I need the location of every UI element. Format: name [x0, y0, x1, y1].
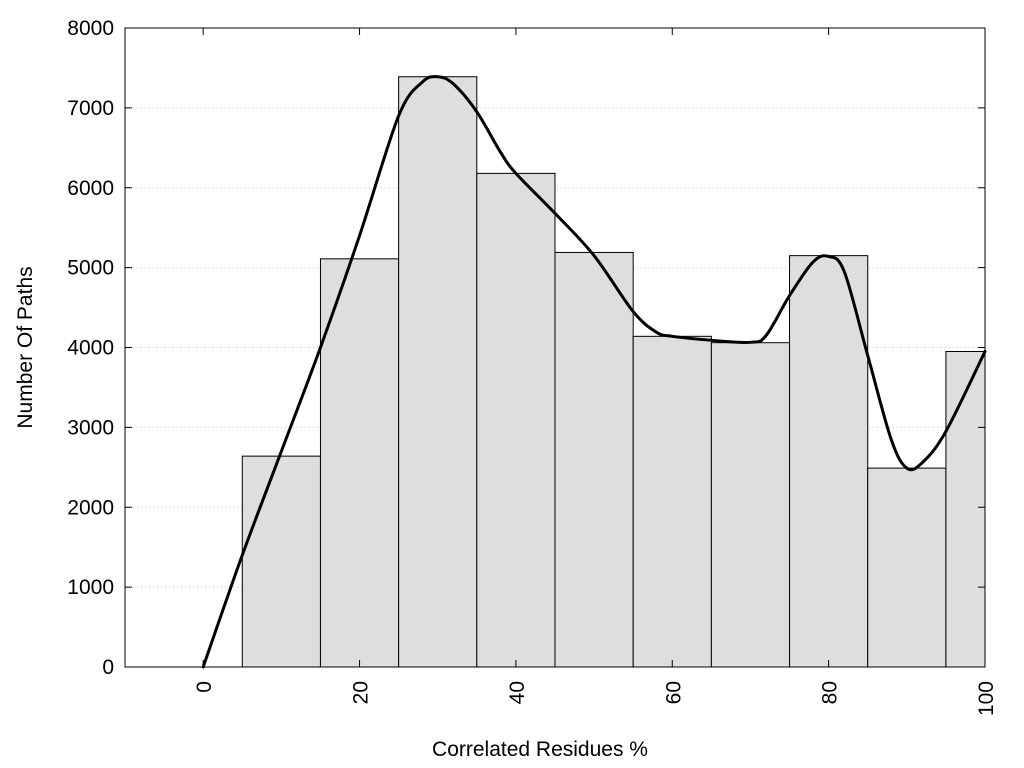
y-tick-label-7000: 7000: [67, 97, 114, 120]
bar-30: [398, 76, 478, 668]
bar-80: [789, 255, 869, 668]
bar-40: [476, 172, 556, 668]
x-axis-title: Correlated Residues %: [432, 738, 648, 761]
x-tick-label-0: 0: [193, 681, 216, 693]
x-tick-label-100: 100: [975, 681, 998, 716]
bar-90: [867, 467, 947, 668]
bar-50: [554, 251, 634, 668]
bars: [241, 76, 986, 668]
bar-60: [632, 335, 712, 668]
y-tick-label-4000: 4000: [67, 337, 114, 360]
axis-ticks: 0 1000 2000 3000 4000 5000 6000 7000 8000 0 20 40 60…: [67, 17, 998, 716]
y-tick-label-2000: 2000: [67, 496, 114, 519]
y-tick-label-3000: 3000: [67, 416, 114, 439]
bar-10: [241, 455, 321, 668]
y-tick-label-5000: 5000: [67, 257, 114, 280]
bar-20: [319, 258, 400, 668]
bar-70: [710, 342, 791, 668]
fit-curve: [201, 75, 987, 669]
y-tick-label-1000: 1000: [67, 576, 114, 599]
bar-100: [945, 350, 986, 668]
y-tick-label-8000: 8000: [67, 17, 114, 40]
y-tick-label-0: 0: [102, 656, 114, 679]
x-tick-label-80: 80: [819, 681, 842, 704]
curve-layer: [201, 75, 987, 669]
x-tick-label-40: 40: [506, 681, 529, 704]
x-tick-label-20: 20: [350, 681, 373, 704]
y-tick-label-6000: 6000: [67, 177, 114, 200]
x-tick-label-60: 60: [662, 681, 685, 704]
y-axis-title: Number Of Paths: [14, 266, 37, 428]
